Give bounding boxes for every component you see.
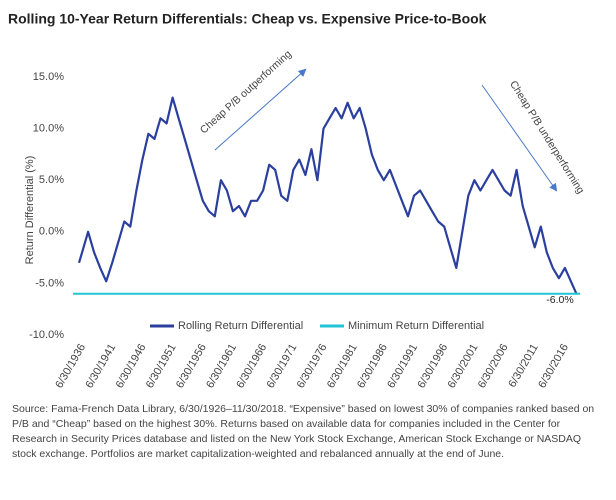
source-note: Source: Fama-French Data Library, 6/30/1… (12, 403, 595, 460)
x-tick-label: 6/30/1996 (415, 342, 450, 390)
x-tick-label: 6/30/1936 (53, 342, 88, 390)
x-tick-label: 6/30/1951 (144, 342, 179, 390)
chart: Rolling 10-Year Return Differentials: Ch… (8, 11, 587, 391)
x-tick-label: 6/30/1941 (83, 342, 118, 390)
y-tick-label: 0.0% (39, 226, 64, 238)
x-tick-label: 6/30/1971 (265, 342, 300, 390)
x-tick-label: 6/30/2006 (476, 342, 511, 390)
x-tick-label: 6/30/2001 (446, 342, 481, 390)
arrow (481, 84, 558, 192)
y-tick-label: 15.0% (33, 71, 64, 83)
x-tick-label: 6/30/2016 (536, 342, 571, 390)
y-axis-label: Return Differential (%) (24, 156, 36, 265)
x-tick-label: 6/30/1981 (325, 342, 360, 390)
y-tick-label: 10.0% (33, 123, 64, 135)
series-line (77, 96, 578, 295)
y-tick-label: 5.0% (39, 174, 64, 186)
x-tick-label: 6/30/1966 (234, 342, 269, 390)
y-tick-label: -10.0% (29, 329, 64, 341)
x-tick-label: 6/30/1986 (355, 342, 390, 390)
annotation: -6.0% (546, 294, 573, 306)
x-tick-label: 6/30/1961 (204, 342, 239, 390)
x-tick-label: 6/30/1946 (114, 342, 149, 390)
arrow (214, 68, 307, 151)
x-tick-label: 6/30/1956 (174, 342, 209, 390)
legend-label: Minimum Return Differential (348, 320, 484, 332)
y-tick-label: -5.0% (35, 277, 64, 289)
legend-label: Rolling Return Differential (178, 320, 303, 332)
x-tick-label: 6/30/2011 (506, 342, 540, 390)
chart-title: Rolling 10-Year Return Differentials: Ch… (8, 11, 487, 27)
x-tick-label: 6/30/1991 (385, 342, 420, 390)
x-tick-label: 6/30/1976 (295, 342, 330, 390)
